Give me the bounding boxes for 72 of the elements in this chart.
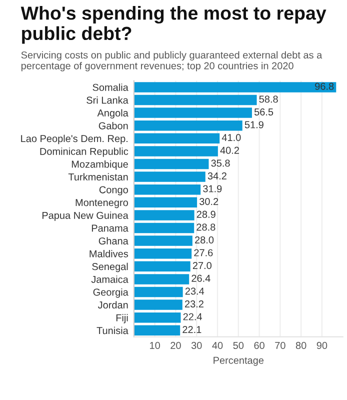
data-label: 31.9 (203, 185, 222, 192)
x-axis-title: Percentage (214, 356, 264, 366)
data-label: 23.4 (185, 288, 204, 295)
data-label: 26.4 (192, 274, 210, 282)
data-label: 22.4 (183, 313, 202, 320)
chart-subtitle: Servicing costs on public and publicly guaranteed external debt as a percentage of government revenues; top 20 countries in 2020 (21, 51, 322, 72)
y-tick-label: Mozambique (72, 160, 128, 170)
bar (134, 274, 190, 284)
x-tick-label: 10 (150, 342, 160, 350)
x-tick-label: 90 (316, 342, 328, 350)
bar (134, 286, 183, 298)
y-tick-label: Maldives (90, 250, 128, 258)
x-tick-label: 80 (296, 342, 306, 350)
bar (134, 261, 190, 272)
y-tick-label: Papua New Guinea (42, 212, 128, 221)
bar (134, 184, 201, 195)
bar (134, 133, 220, 144)
bar (134, 146, 218, 156)
data-label: 28.0 (195, 236, 214, 244)
data-label: 58.8 (259, 96, 278, 103)
x-tick-label: 20 (170, 342, 181, 350)
data-label: 34.2 (208, 172, 226, 180)
x-tick-label: 50 (233, 342, 244, 350)
data-label: 23.2 (184, 300, 204, 308)
y-tick-label: Lao People's Dem. Rep. (21, 134, 128, 144)
bar (134, 325, 180, 336)
y-tick-label: Ghana (98, 237, 128, 245)
data-label: 41.0 (222, 134, 241, 142)
data-label: 27.6 (194, 249, 213, 256)
bar (134, 172, 206, 182)
data-label: 51.9 (244, 121, 264, 128)
bar (134, 120, 242, 131)
y-tick-label: Sri Lanka (86, 96, 128, 104)
bar (134, 82, 336, 92)
x-tick-label: 70 (275, 342, 286, 350)
bar (134, 108, 252, 118)
bar (134, 300, 182, 310)
data-label: 96.8 (315, 82, 334, 90)
data-label: 30.2 (200, 198, 218, 206)
x-tick-label: 60 (254, 342, 264, 350)
y-tick-label: Montenegro (76, 199, 128, 208)
y-tick-label: Turkmenistan (68, 173, 128, 181)
y-tick-label: Senegal (92, 262, 128, 272)
bar (134, 312, 181, 323)
data-label: 40.2 (220, 146, 239, 154)
bar (134, 222, 194, 234)
data-label: 28.8 (196, 224, 216, 231)
data-label: 22.1 (182, 326, 202, 333)
y-tick-label: Angola (97, 109, 128, 118)
bar (134, 236, 192, 246)
data-label: 28.9 (196, 210, 216, 218)
bar (134, 248, 192, 259)
chart-title: Who's spending the most to repay public debt? (20, 6, 326, 44)
x-tick-label: 30 (191, 342, 202, 350)
y-tick-label: Somalia (92, 84, 128, 91)
bar (134, 197, 198, 208)
bar (134, 210, 194, 220)
y-tick-label: Jamaica (91, 276, 128, 283)
y-tick-label: Dominican Republic (40, 148, 128, 157)
y-tick-label: Fiji (116, 314, 128, 324)
bar (134, 158, 209, 170)
data-label: 27.0 (192, 262, 212, 270)
y-tick-label: Tunisia (96, 326, 128, 334)
bar (134, 94, 257, 106)
x-tick-label: 40 (212, 342, 223, 350)
y-tick-label: Georgia (93, 288, 128, 298)
y-tick-label: Jordan (98, 301, 128, 309)
data-label: 56.5 (254, 108, 274, 116)
y-tick-label: Congo (99, 186, 128, 196)
y-tick-label: Gabon (98, 122, 128, 130)
data-label: 35.8 (211, 160, 230, 167)
y-tick-label: Panama (92, 224, 128, 232)
